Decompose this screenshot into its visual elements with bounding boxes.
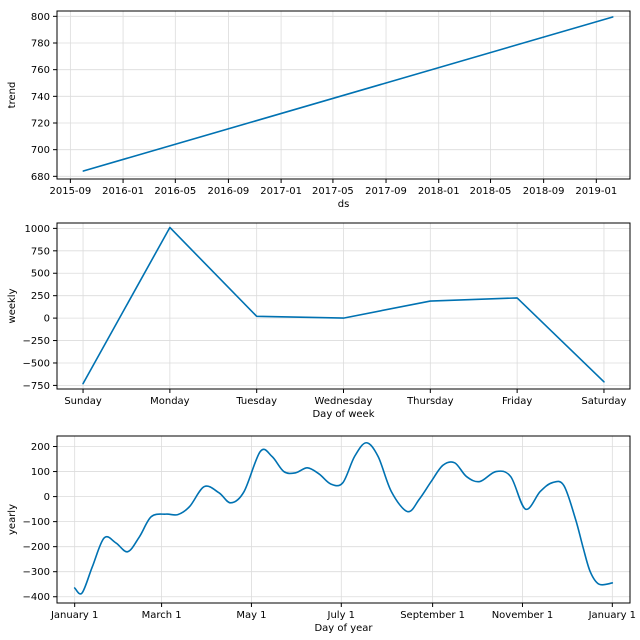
yearly-x-tick-label: May 1 [236, 610, 266, 621]
yearly-x-tick-label: September 1 [400, 610, 465, 621]
yearly-y-tick-label: −200 [23, 542, 50, 553]
trend-x-tick-label: 2018-01 [418, 186, 460, 197]
trend-x-tick-label: 2019-01 [575, 186, 617, 197]
yearly-x-axis-label: Day of year [314, 623, 373, 634]
weekly-y-tick-label: 0 [44, 314, 50, 325]
weekly-panel: Sunday Monday Tuesday Wednesday Thursday Frid… [7, 222, 631, 420]
weekly-x-axis-label: Day of week [312, 409, 374, 420]
trend-y-tick-label: 760 [31, 65, 50, 76]
weekly-y-axis-label: weekly [7, 288, 18, 323]
yearly-y-tick-label: 200 [31, 442, 50, 453]
trend-x-tick-label: 2018-09 [523, 186, 565, 197]
trend-x-tick-label: 2017-05 [312, 186, 354, 197]
weekly-x-tick-label: Friday [502, 396, 532, 407]
yearly-y-tick-label: 0 [44, 492, 50, 503]
yearly-x-tick-label: January 1 [50, 610, 98, 621]
trend-y-tick-label: 720 [31, 119, 50, 130]
yearly-x-tick-label: November 1 [492, 610, 554, 621]
trend-x-tick-label: 2018-05 [470, 186, 512, 197]
trend-x-tick-label: 2017-01 [260, 186, 302, 197]
weekly-y-tick-label: 250 [31, 291, 50, 302]
yearly-x-tick-label: July 1 [327, 610, 356, 621]
weekly-y-tick-label: 750 [31, 246, 50, 257]
trend-y-tick-label: 740 [31, 92, 50, 103]
trend-x-tick-label: 2016-01 [102, 186, 144, 197]
trend-x-tick-label: 2016-09 [208, 186, 250, 197]
yearly-y-tick-label: −100 [23, 517, 50, 528]
weekly-y-tick-label: 500 [31, 269, 50, 280]
yearly-y-tick-label: −400 [23, 592, 50, 603]
weekly-series-line [82, 226, 605, 385]
trend-y-tick-label: 780 [31, 39, 50, 50]
weekly-x-tick-label: Saturday [581, 396, 626, 407]
yearly-x-tick-label: March 1 [142, 610, 182, 621]
trend-y-tick-label: 680 [31, 172, 50, 183]
trend-y-axis-label: trend [7, 82, 18, 109]
trend-x-tick-label: 2017-09 [365, 186, 407, 197]
trend-x-tick-label: 2015-09 [49, 186, 91, 197]
yearly-y-tick-label: 100 [31, 467, 50, 478]
weekly-x-tick-label: Wednesday [315, 396, 373, 407]
weekly-x-tick-label: Thursday [406, 396, 454, 407]
yearly-x-tick-label: January 1 [588, 610, 636, 621]
trend-series-line [82, 16, 614, 172]
trend-panel: 2015-09 2016-01 2016-05 2016-09 2017-01 2017-… [7, 10, 631, 210]
weekly-x-tick-label: Tuesday [235, 396, 277, 407]
yearly-y-axis-label: yearly [7, 504, 18, 535]
yearly-y-tick-label: −300 [23, 567, 50, 578]
weekly-x-tick-label: Sunday [64, 396, 101, 407]
trend-x-tick-label: 2016-05 [154, 186, 196, 197]
weekly-y-tick-label: −500 [23, 358, 50, 369]
yearly-series-line [73, 441, 614, 595]
yearly-panel: January 1 March 1 May 1 July 1 September 1 No… [7, 435, 636, 634]
yearly-plot-frame [56, 435, 631, 604]
weekly-x-tick-label: Monday [150, 396, 190, 407]
trend-plot-frame [56, 10, 631, 180]
trend-y-tick-label: 700 [31, 145, 50, 156]
weekly-y-tick-label: 1000 [25, 224, 50, 235]
trend-x-axis-label: ds [338, 199, 350, 210]
weekly-y-tick-label: −750 [23, 381, 50, 392]
weekly-y-tick-label: −250 [23, 336, 50, 347]
trend-y-tick-label: 800 [31, 12, 50, 23]
